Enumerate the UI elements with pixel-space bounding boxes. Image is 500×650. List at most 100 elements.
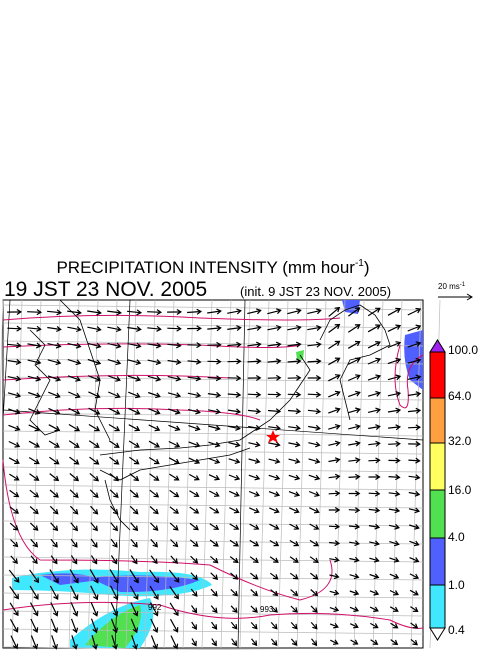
wind-arrow [148, 440, 161, 448]
wind-arrow [270, 605, 278, 613]
wind-arrow [107, 309, 122, 316]
grid-line [220, 299, 232, 649]
wind-arrow [248, 424, 261, 431]
wind-arrow [269, 507, 280, 514]
grid-line [2, 574, 424, 581]
wind-arrow [167, 392, 182, 399]
wind-arrow [290, 638, 298, 646]
wind-arrow [128, 440, 140, 448]
wind-arrow [310, 589, 319, 597]
wind-arrow [270, 638, 278, 646]
wind-arrow [349, 589, 360, 596]
wind-arrow [307, 374, 322, 382]
wind-arrow [269, 523, 280, 530]
wind-arrow [167, 358, 182, 365]
wind-arrow [187, 392, 202, 398]
wind-arrow [108, 407, 121, 415]
wind-arrow [308, 424, 321, 431]
wind-arrow [309, 507, 320, 514]
wind-arrow [188, 473, 200, 481]
colorbar-label: 1.0 [448, 578, 465, 592]
wind-arrow [348, 457, 361, 464]
wind-arrow [48, 391, 61, 399]
wind-arrow [167, 308, 183, 316]
wind-arrow [50, 555, 58, 565]
wind-arrow [330, 639, 339, 645]
wind-arrow [267, 358, 282, 365]
colorbar-label: 64.0 [448, 389, 472, 403]
wind-arrow [9, 586, 19, 600]
wind-arrow [228, 474, 241, 481]
wind-arrow [349, 540, 360, 547]
wind-arrow [28, 408, 41, 415]
wind-arrow [149, 473, 160, 481]
wind-arrow [329, 589, 340, 596]
wind-arrow [88, 407, 101, 415]
wind-arrow [248, 490, 260, 497]
wind-arrow [209, 490, 220, 497]
wind-arrow [408, 490, 421, 497]
pressure-contours [2, 314, 424, 629]
wind-arrow [189, 522, 199, 531]
wind-arrow [67, 326, 82, 333]
wind-arrow [290, 621, 298, 630]
colorbar-segment [429, 397, 446, 444]
wind-arrow [49, 505, 59, 515]
wind-arrow [68, 407, 81, 415]
wind-arrow [348, 473, 361, 480]
grid-line [2, 466, 424, 473]
grid-line [2, 520, 424, 527]
wind-arrow [207, 325, 222, 332]
wind-arrow [388, 424, 402, 431]
wind-arrow [230, 572, 239, 580]
wind-arrow [370, 622, 379, 629]
wind-arrow [109, 505, 119, 515]
wind-arrow [310, 621, 318, 630]
wind-arrow [409, 557, 420, 563]
wind-arrow [348, 307, 361, 317]
colorbar-segment [429, 351, 446, 399]
wind-arrow [68, 391, 81, 399]
wind-arrow [168, 457, 180, 465]
wind-arrow [267, 391, 282, 398]
wind-arrow [389, 573, 400, 580]
wind-arrow [207, 308, 222, 315]
wind-arrow [328, 424, 341, 430]
wind-arrow [170, 539, 179, 548]
wind-arrow [408, 457, 421, 464]
wind-arrow [168, 569, 180, 583]
wind-arrow [8, 424, 21, 432]
wind-arrow [210, 555, 219, 564]
wind-arrow [30, 538, 39, 548]
wind-arrow [127, 375, 142, 382]
wind-arrow [287, 374, 302, 381]
wind-arrow [7, 358, 22, 365]
map: 992 993 [0, 299, 441, 650]
wind-arrow [389, 589, 400, 596]
wind-arrow [348, 523, 361, 530]
wind-arrow [408, 424, 422, 431]
wind-arrow [127, 326, 142, 332]
wind-arrow [10, 635, 19, 650]
wind-arrow [207, 391, 222, 398]
wind-arrow [368, 424, 381, 431]
wind-arrow [147, 375, 162, 382]
wind-arrow [211, 621, 218, 630]
wind-arrow [191, 638, 197, 647]
grid-line [372, 299, 384, 649]
grid-line [49, 299, 61, 649]
wind-arrow [147, 359, 162, 366]
wind-arrow [107, 342, 122, 349]
wind-arrow [229, 556, 239, 564]
wind-arrow [328, 390, 341, 398]
colorbar-label: 4.0 [448, 530, 465, 544]
wind-arrow [129, 505, 139, 515]
wind-arrow [367, 390, 381, 397]
wind-arrow [408, 507, 421, 514]
wind-arrow [90, 585, 99, 601]
wind-arrow [109, 456, 120, 465]
wind-arrow [410, 622, 419, 629]
wind-arrow [387, 374, 402, 381]
wind-arrow [407, 407, 422, 414]
wind-arrow [370, 639, 379, 645]
